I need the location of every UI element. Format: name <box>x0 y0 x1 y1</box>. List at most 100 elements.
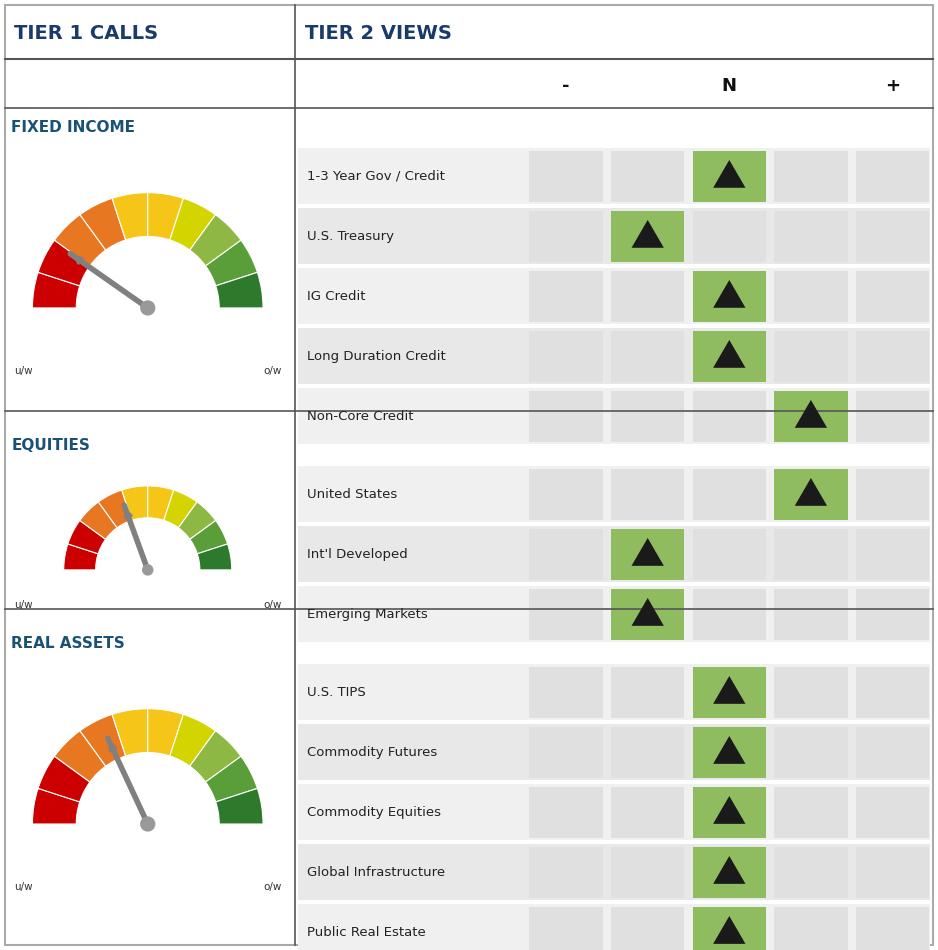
Wedge shape <box>147 485 174 521</box>
FancyBboxPatch shape <box>529 271 603 321</box>
FancyBboxPatch shape <box>529 469 603 520</box>
Wedge shape <box>98 490 131 528</box>
Text: REAL ASSETS: REAL ASSETS <box>11 636 125 651</box>
FancyBboxPatch shape <box>611 391 685 442</box>
Wedge shape <box>216 273 263 308</box>
Wedge shape <box>54 731 106 782</box>
FancyBboxPatch shape <box>611 788 685 838</box>
FancyBboxPatch shape <box>774 727 848 778</box>
Polygon shape <box>794 478 827 505</box>
Wedge shape <box>54 215 106 266</box>
FancyBboxPatch shape <box>692 469 766 520</box>
FancyBboxPatch shape <box>298 466 930 522</box>
Text: Global Infrastructure: Global Infrastructure <box>307 865 445 879</box>
Text: u/w: u/w <box>14 599 33 610</box>
FancyBboxPatch shape <box>774 391 848 442</box>
FancyBboxPatch shape <box>692 788 766 838</box>
FancyBboxPatch shape <box>855 589 930 639</box>
Wedge shape <box>189 215 241 266</box>
FancyBboxPatch shape <box>855 529 930 580</box>
FancyBboxPatch shape <box>774 667 848 717</box>
FancyBboxPatch shape <box>529 788 603 838</box>
FancyBboxPatch shape <box>774 589 848 639</box>
Polygon shape <box>713 280 746 308</box>
FancyBboxPatch shape <box>855 788 930 838</box>
Wedge shape <box>64 544 98 570</box>
FancyBboxPatch shape <box>611 907 685 950</box>
Wedge shape <box>197 544 232 570</box>
FancyBboxPatch shape <box>298 148 930 204</box>
Wedge shape <box>170 714 216 767</box>
FancyBboxPatch shape <box>529 529 603 580</box>
FancyBboxPatch shape <box>611 529 685 580</box>
FancyBboxPatch shape <box>774 271 848 321</box>
FancyBboxPatch shape <box>611 271 685 321</box>
Text: Int'l Developed: Int'l Developed <box>307 548 407 560</box>
Text: Emerging Markets: Emerging Markets <box>307 608 428 621</box>
FancyBboxPatch shape <box>529 211 603 261</box>
FancyBboxPatch shape <box>529 332 603 382</box>
FancyBboxPatch shape <box>692 667 766 717</box>
Wedge shape <box>147 709 183 756</box>
Wedge shape <box>113 709 147 756</box>
FancyBboxPatch shape <box>692 151 766 201</box>
FancyBboxPatch shape <box>298 208 930 264</box>
Polygon shape <box>713 856 746 884</box>
FancyBboxPatch shape <box>298 904 930 950</box>
Wedge shape <box>205 240 257 286</box>
FancyBboxPatch shape <box>855 271 930 321</box>
Polygon shape <box>713 916 746 944</box>
Polygon shape <box>631 598 664 626</box>
FancyBboxPatch shape <box>611 847 685 898</box>
FancyBboxPatch shape <box>529 727 603 778</box>
Text: Public Real Estate: Public Real Estate <box>307 926 426 939</box>
FancyBboxPatch shape <box>774 788 848 838</box>
FancyBboxPatch shape <box>611 589 685 639</box>
FancyBboxPatch shape <box>774 907 848 950</box>
Circle shape <box>141 817 155 831</box>
Wedge shape <box>216 788 263 824</box>
FancyBboxPatch shape <box>298 389 930 445</box>
Wedge shape <box>178 502 216 540</box>
FancyBboxPatch shape <box>298 785 930 841</box>
Wedge shape <box>80 199 126 250</box>
Text: +: + <box>885 77 900 94</box>
Wedge shape <box>122 485 147 521</box>
FancyBboxPatch shape <box>692 271 766 321</box>
FancyBboxPatch shape <box>855 391 930 442</box>
FancyBboxPatch shape <box>692 332 766 382</box>
FancyBboxPatch shape <box>298 664 930 720</box>
Wedge shape <box>189 731 241 782</box>
FancyBboxPatch shape <box>529 847 603 898</box>
FancyBboxPatch shape <box>611 469 685 520</box>
Circle shape <box>141 301 155 314</box>
FancyBboxPatch shape <box>529 589 603 639</box>
Wedge shape <box>33 788 80 824</box>
FancyBboxPatch shape <box>774 529 848 580</box>
FancyBboxPatch shape <box>611 667 685 717</box>
FancyBboxPatch shape <box>692 391 766 442</box>
Wedge shape <box>170 199 216 250</box>
Text: U.S. Treasury: U.S. Treasury <box>307 230 394 243</box>
Wedge shape <box>33 273 80 308</box>
Wedge shape <box>113 193 147 240</box>
Text: Commodity Futures: Commodity Futures <box>307 746 437 759</box>
FancyBboxPatch shape <box>611 211 685 261</box>
FancyBboxPatch shape <box>774 469 848 520</box>
Text: EQUITIES: EQUITIES <box>11 438 90 453</box>
FancyBboxPatch shape <box>298 328 930 385</box>
Text: TIER 2 VIEWS: TIER 2 VIEWS <box>305 24 452 43</box>
FancyBboxPatch shape <box>855 151 930 201</box>
Wedge shape <box>205 756 257 802</box>
FancyBboxPatch shape <box>298 586 930 642</box>
FancyBboxPatch shape <box>529 667 603 717</box>
FancyBboxPatch shape <box>611 151 685 201</box>
Text: IG Credit: IG Credit <box>307 290 365 303</box>
FancyBboxPatch shape <box>692 847 766 898</box>
FancyBboxPatch shape <box>298 526 930 582</box>
Circle shape <box>143 565 153 575</box>
Wedge shape <box>68 521 106 554</box>
FancyBboxPatch shape <box>855 211 930 261</box>
Text: United States: United States <box>307 488 397 501</box>
FancyBboxPatch shape <box>692 529 766 580</box>
